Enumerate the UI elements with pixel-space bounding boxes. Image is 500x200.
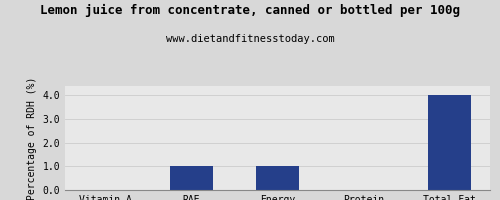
Text: Lemon juice from concentrate, canned or bottled per 100g: Lemon juice from concentrate, canned or …: [40, 4, 460, 17]
Text: www.dietandfitnesstoday.com: www.dietandfitnesstoday.com: [166, 34, 334, 44]
Bar: [256, 166, 299, 190]
Bar: [170, 166, 213, 190]
Y-axis label: Percentage of RDH (%): Percentage of RDH (%): [27, 76, 37, 200]
Bar: [428, 95, 470, 190]
